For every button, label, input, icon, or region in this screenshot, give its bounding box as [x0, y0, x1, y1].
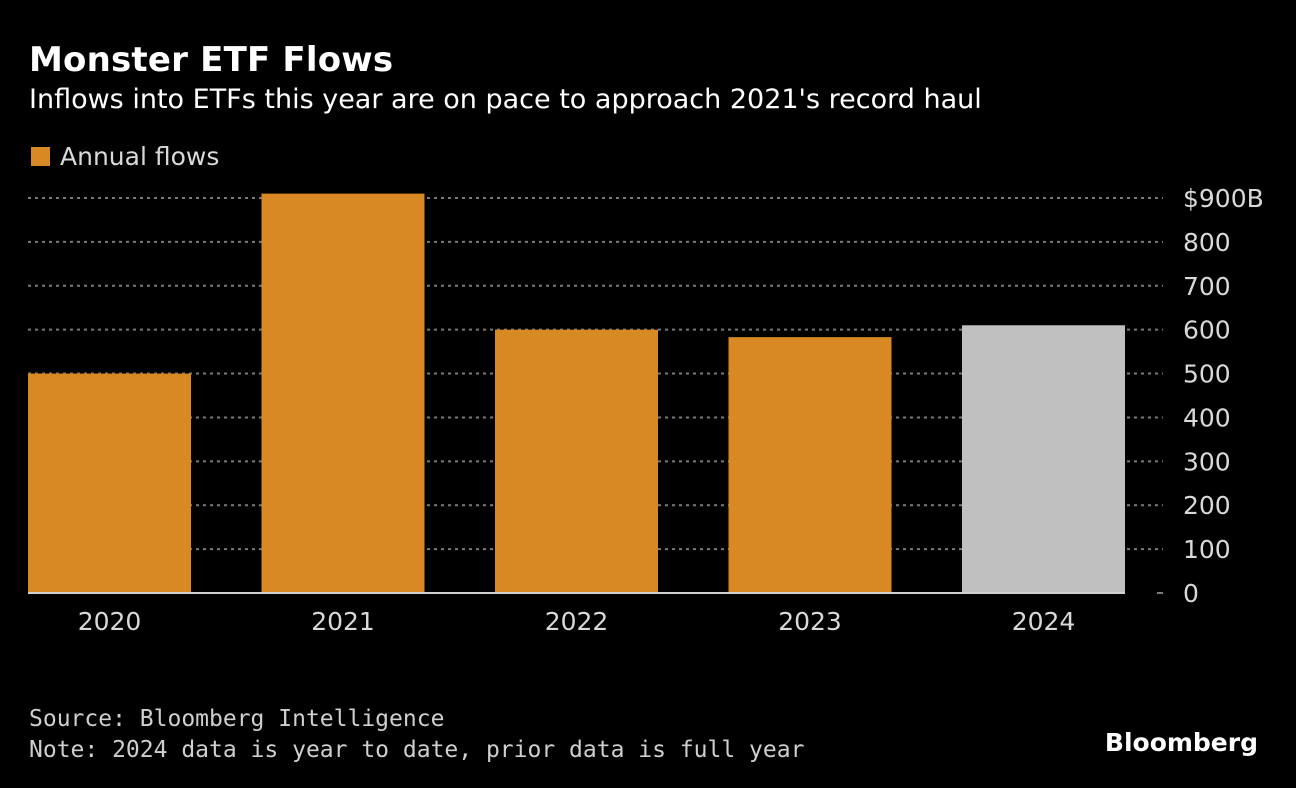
y-axis: 0 100 200 300 400 500 600 700 800 $900B — [1183, 184, 1264, 608]
x-tick-label: 2023 — [778, 607, 842, 636]
bar-2020 — [28, 373, 191, 593]
chart-subtitle: Inflows into ETFs this year are on pace … — [29, 84, 982, 115]
bars — [28, 193, 1125, 593]
x-tick-label: 2021 — [311, 607, 375, 636]
y-tick-label: 200 — [1183, 491, 1231, 520]
bar-2021 — [261, 193, 425, 593]
legend-label: Annual flows — [60, 142, 220, 171]
y-tick-label: 400 — [1183, 403, 1231, 432]
legend-swatch — [31, 147, 50, 166]
source-note: Source: Bloomberg Intelligence — [29, 706, 445, 732]
footer: Source: Bloomberg Intelligence Note: 202… — [29, 704, 804, 766]
chart-title: Monster ETF Flows — [29, 40, 394, 80]
bar-2023 — [728, 337, 892, 593]
x-tick-label: 2024 — [1012, 607, 1076, 636]
y-tick-label: 600 — [1183, 316, 1231, 345]
y-tick-label: 0 — [1183, 579, 1199, 608]
bloomberg-logo: Bloomberg — [1104, 728, 1258, 757]
y-tick-label: 700 — [1183, 272, 1231, 301]
y-tick-label: $900B — [1183, 184, 1264, 213]
legend: Annual flows — [31, 142, 219, 171]
y-tick-label: 800 — [1183, 228, 1231, 257]
y-tick-label: 100 — [1183, 535, 1231, 564]
y-tick-label: 300 — [1183, 447, 1231, 476]
bar-2022 — [495, 329, 658, 593]
x-tick-label: 2020 — [78, 607, 142, 636]
data-note: Note: 2024 data is year to date, prior d… — [29, 737, 805, 763]
x-axis: 2020 2021 2022 2023 2024 — [78, 607, 1076, 636]
bar-2024 — [962, 325, 1125, 593]
y-tick-label: 500 — [1183, 360, 1231, 389]
x-tick-label: 2022 — [545, 607, 609, 636]
